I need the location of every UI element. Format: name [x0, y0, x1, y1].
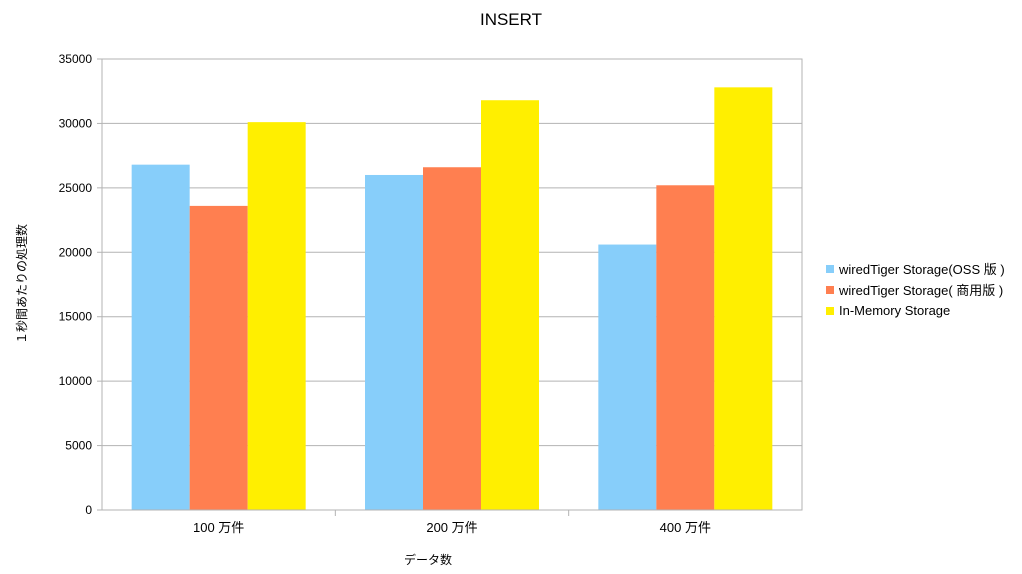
- legend-swatch: [826, 285, 834, 294]
- bar: [714, 87, 773, 510]
- legend-label: In-Memory Storage: [839, 303, 951, 318]
- bar: [365, 174, 423, 510]
- legend-item: In-Memory Storage: [826, 300, 1005, 321]
- x-category-label: 100 万件: [193, 520, 244, 535]
- bar: [189, 205, 248, 510]
- y-tick-label: 0: [85, 503, 92, 517]
- legend-item: wiredTiger Storage(OSS 版 ): [826, 258, 1005, 279]
- legend-label: wiredTiger Storage(OSS 版 ): [839, 262, 1005, 277]
- bar: [598, 244, 657, 510]
- x-category-label: 200 万件: [426, 520, 477, 535]
- y-tick-labels: 0 5000 10000 15000 20000 25000 30000 35000: [59, 52, 93, 517]
- y-tick-label: 5000: [65, 439, 92, 453]
- legend-label: wiredTiger Storage( 商用版 ): [839, 283, 1004, 298]
- y-axis-label: １秒間あたりの処理数: [14, 224, 29, 344]
- legend: wiredTiger Storage(OSS 版 ) wiredTiger Sto…: [826, 258, 1005, 321]
- chart-title: INSERT: [479, 10, 543, 29]
- y-tick-label: 10000: [59, 374, 93, 388]
- y-tick-label: 20000: [59, 245, 93, 259]
- bar: [656, 185, 715, 510]
- x-category-labels: 100 万件 200 万件 400 万件: [193, 520, 711, 535]
- y-tick-label: 15000: [59, 310, 93, 324]
- plot-frame: [101, 58, 803, 511]
- legend-swatch: [826, 306, 834, 315]
- x-axis-label: データ数: [404, 552, 452, 567]
- y-tick-label: 30000: [59, 116, 93, 130]
- bar: [481, 100, 539, 510]
- y-tick-label: 35000: [59, 52, 93, 66]
- bar: [423, 167, 481, 511]
- bar: [131, 164, 190, 511]
- y-tick-label: 25000: [59, 181, 93, 195]
- bars: [131, 87, 773, 511]
- legend-item: wiredTiger Storage( 商用版 ): [826, 279, 1005, 300]
- axes: [101, 58, 803, 516]
- x-category-label: 400 万件: [660, 520, 711, 535]
- legend-swatch: [826, 264, 834, 273]
- bar: [247, 122, 306, 510]
